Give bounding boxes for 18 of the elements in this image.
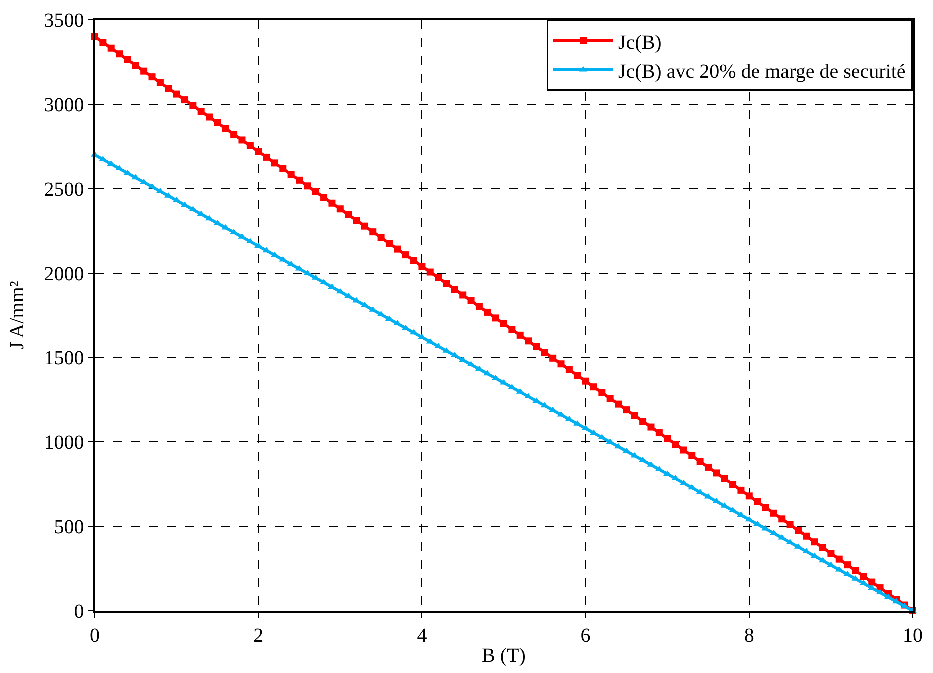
x-tick-label: 2	[254, 624, 264, 647]
legend-label: Jc(B) avc 20% de marge de securité	[618, 60, 906, 83]
y-tick-label: 1000	[44, 432, 84, 454]
y-tick-label: 0	[74, 601, 84, 623]
legend-label: Jc(B)	[618, 32, 662, 54]
y-tick-label: 500	[54, 516, 84, 539]
y-tick-label: 2000	[44, 263, 84, 286]
x-axis-title: B (T)	[482, 644, 526, 667]
x-tick-label: 10	[903, 624, 923, 647]
y-axis-title: J A/mm²	[6, 281, 28, 350]
y-tick-label: 1500	[44, 348, 84, 370]
x-tick-label: 6	[580, 624, 591, 647]
x-tick-label: 4	[417, 624, 428, 647]
y-tick-label: 3500	[44, 10, 84, 32]
y-tick-label: 2500	[44, 178, 84, 201]
x-tick-label: 8	[744, 624, 754, 647]
y-tick-label: 3000	[44, 94, 84, 116]
x-tick-label: 0	[90, 624, 100, 647]
